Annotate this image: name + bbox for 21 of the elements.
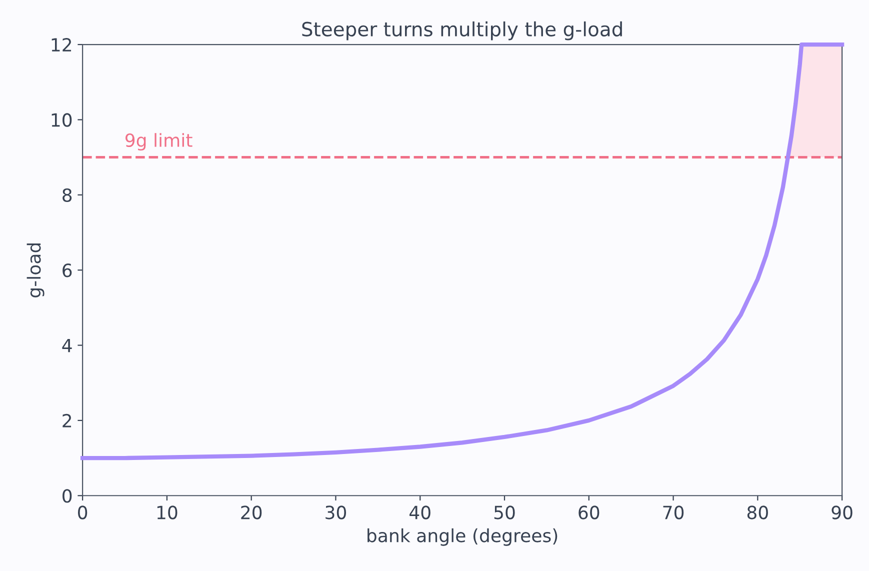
- x-axis-title: bank angle (degrees): [368, 528, 558, 546]
- ref-line-label: 9g limit: [125, 133, 192, 151]
- y-tick-label: 2: [62, 414, 72, 428]
- x-tick-label: 20: [241, 506, 262, 520]
- x-tick-label: 50: [494, 506, 515, 520]
- y-tick-label: 6: [62, 264, 72, 278]
- x-tick-label: 90: [832, 506, 852, 520]
- x-tick-label: 10: [157, 506, 178, 520]
- x-tick-label: 60: [578, 506, 600, 520]
- y-tick-label: 12: [52, 38, 72, 52]
- x-tick-label: 40: [410, 506, 430, 520]
- x-tick-label: 70: [663, 506, 684, 520]
- x-tick-label: 80: [747, 506, 768, 520]
- chart-title: Steeper turns multiply the g-load: [302, 21, 622, 40]
- y-tick-label: 0: [62, 489, 72, 503]
- y-axis-title: g-load: [26, 243, 44, 298]
- y-tick-label: 8: [62, 188, 72, 202]
- y-tick-label: 10: [52, 113, 72, 127]
- x-tick-label: 30: [326, 506, 346, 520]
- x-tick-label: 0: [78, 506, 88, 520]
- y-tick-label: 4: [62, 338, 72, 352]
